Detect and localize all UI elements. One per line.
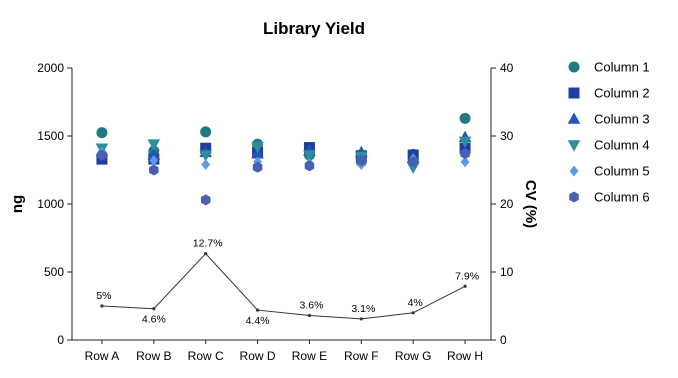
series-point-6 [97, 149, 107, 161]
cv-point [307, 313, 312, 318]
right-tick-label: 40 [500, 61, 514, 75]
series-point-1 [96, 127, 108, 139]
legend-label-1: Column 1 [594, 60, 650, 75]
series-point-6 [149, 164, 159, 176]
right-tick-label: 20 [500, 197, 514, 211]
cv-point [152, 307, 156, 311]
series-point-5 [149, 154, 159, 166]
legend-marker-1 [568, 61, 580, 73]
right-axis-ticks: 0 10 20 30 40 [491, 61, 514, 347]
cv-data-label: 7.9% [455, 270, 479, 282]
x-axis-ticks: Row A Row B Row C Row D Row E Row F Row G Row H [85, 340, 483, 363]
cv-data-label: 4.6% [142, 314, 166, 326]
cv-point [359, 317, 363, 321]
legend-label-6: Column 6 [594, 190, 650, 205]
x-tick-label: Row B [136, 349, 171, 363]
left-axis-ticks: 0 500 1000 1500 2000 [37, 61, 72, 347]
series-point-4 [303, 150, 316, 162]
cv-data-label: 4% [408, 297, 423, 309]
legend-label-4: Column 4 [594, 138, 650, 153]
series-point-6 [408, 156, 418, 168]
cv-point [411, 311, 415, 315]
x-tick-label: Row D [240, 349, 276, 363]
legend-label-5: Column 5 [594, 164, 650, 179]
left-tick-label: 0 [57, 333, 64, 347]
cv-point [204, 252, 208, 256]
right-tick-label: 30 [500, 129, 514, 143]
legend: Column 1 Column 2 Column 3 Column 4 Column 5… [567, 60, 650, 205]
series-point-6 [304, 160, 315, 172]
series-point-1 [200, 126, 212, 138]
legend-label-3: Column 3 [594, 112, 650, 127]
x-tick-label: Row E [292, 349, 327, 363]
cv-line [101, 252, 466, 320]
right-axis-label: CV (%) [522, 180, 539, 228]
cv-data-label: 12.7% [193, 238, 223, 250]
cv-data-label: 3.1% [351, 303, 375, 315]
series-point-3 [147, 148, 161, 160]
legend-marker-5 [569, 165, 579, 177]
series-point-6 [356, 154, 367, 166]
scatter-points-layer [95, 112, 472, 206]
x-tick-label: Row G [395, 349, 432, 363]
left-axis-label: ng [9, 195, 26, 213]
series-point-4 [251, 142, 264, 154]
series-point-5 [201, 159, 211, 171]
series-point-1 [459, 112, 471, 124]
series-point-6 [460, 148, 470, 160]
cv-line-layer: 5% 4.6% 12.7% 4.4% 3.6% 3.1% 4% 7.9% [96, 238, 479, 327]
legend-marker-4 [567, 140, 581, 152]
left-tick-label: 1000 [37, 197, 64, 211]
cv-point [463, 284, 467, 288]
cv-data-label: 5% [96, 290, 111, 302]
left-tick-label: 1500 [37, 129, 64, 143]
legend-marker-3 [567, 112, 581, 124]
right-tick-label: 0 [500, 333, 507, 347]
left-tick-label: 500 [44, 265, 64, 279]
chart-title: Library Yield [263, 19, 365, 38]
legend-marker-2 [568, 87, 580, 99]
left-tick-label: 2000 [37, 61, 64, 75]
x-tick-label: Row H [447, 349, 483, 363]
cv-point [255, 308, 260, 312]
series-point-4 [458, 136, 472, 149]
cv-point [100, 304, 104, 308]
x-tick-label: Row F [344, 349, 379, 363]
series-point-4 [199, 150, 212, 162]
series-point-6 [200, 194, 211, 206]
series-point-5 [460, 156, 470, 168]
cv-data-label: 4.4% [246, 315, 270, 327]
series-point-4 [147, 139, 161, 151]
legend-marker-6 [569, 191, 579, 203]
x-tick-label: Row A [85, 349, 120, 363]
series-point-6 [252, 161, 263, 173]
right-tick-label: 10 [500, 265, 514, 279]
legend-label-2: Column 2 [594, 86, 650, 101]
cv-data-label: 3.6% [299, 300, 323, 312]
x-tick-label: Row C [188, 349, 224, 363]
